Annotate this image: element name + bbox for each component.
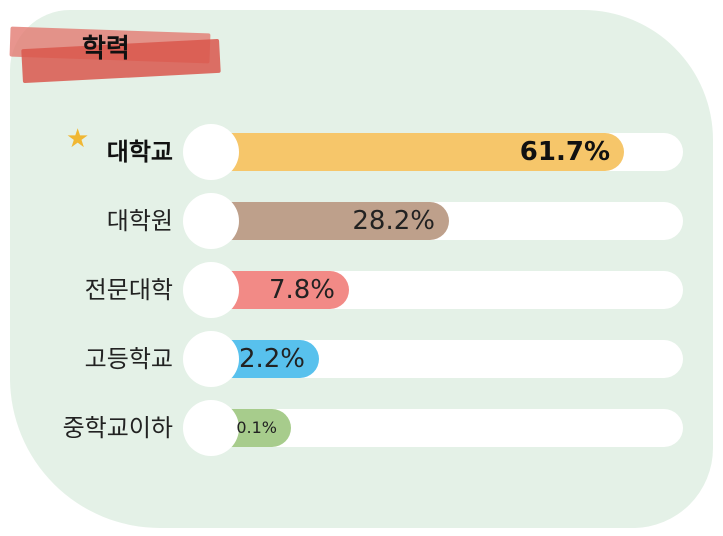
category-label: 고등학교 (84, 345, 173, 373)
bar-row: 61.7% 대학교 ★ (0, 124, 723, 180)
chart-title: 학력 (82, 34, 130, 64)
bar-start-circle (183, 124, 239, 180)
bar-row: 7.8% 전문대학 (0, 262, 723, 318)
bar-start-circle (183, 400, 239, 456)
star-icon: ★ (66, 124, 90, 154)
data-label: 28.2% (352, 206, 435, 236)
bar-start-circle (183, 331, 239, 387)
bar-start-circle (183, 193, 239, 249)
bar (210, 133, 624, 171)
category-label: 전문대학 (84, 276, 173, 304)
bar-row: 2.2% 고등학교 (0, 331, 723, 387)
category-label: 대학원 (106, 207, 173, 235)
title-highlight: 학력 (9, 22, 221, 84)
bar (210, 202, 449, 240)
bar-start-circle (183, 262, 239, 318)
data-label: 2.2% (238, 344, 305, 374)
data-label: 61.7% (519, 137, 610, 167)
bar-row: 0.1% 중학교이하 (0, 400, 723, 456)
bar-row: 28.2% 대학원 (0, 193, 723, 249)
data-label: 0.1% (236, 418, 277, 437)
category-label: 대학교 (106, 138, 173, 166)
data-label: 7.8% (268, 275, 335, 305)
category-label: 중학교이하 (62, 414, 173, 442)
